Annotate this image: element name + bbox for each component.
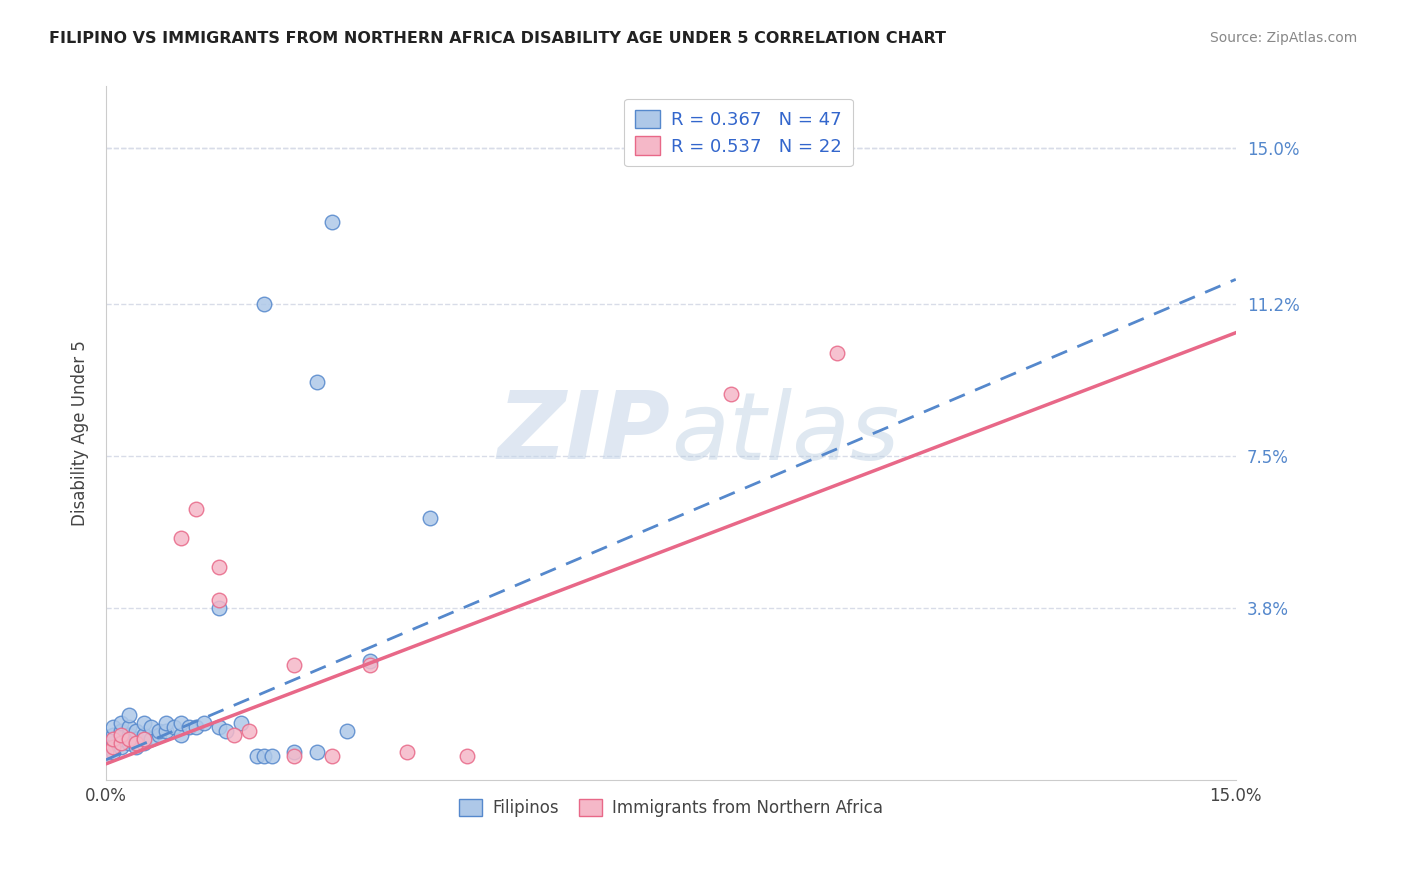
Point xyxy=(253,297,276,311)
Point xyxy=(222,728,245,742)
Point xyxy=(103,728,125,742)
Text: FILIPINO VS IMMIGRANTS FROM NORTHERN AFRICA DISABILITY AGE UNDER 5 CORRELATION C: FILIPINO VS IMMIGRANTS FROM NORTHERN AFR… xyxy=(49,31,946,46)
Point xyxy=(238,724,260,739)
Point xyxy=(103,745,125,759)
Point xyxy=(155,715,177,730)
Point xyxy=(117,720,139,734)
Point xyxy=(419,510,441,524)
Point xyxy=(260,748,283,763)
Point xyxy=(253,748,276,763)
Point xyxy=(359,658,381,673)
Point xyxy=(283,745,305,759)
Point xyxy=(245,748,267,763)
Point xyxy=(186,502,208,516)
Point xyxy=(155,724,177,739)
Point xyxy=(139,720,162,734)
Point xyxy=(148,724,170,739)
Point xyxy=(336,724,359,739)
Point xyxy=(139,732,162,747)
Point xyxy=(125,724,148,739)
Point xyxy=(132,728,155,742)
Point xyxy=(321,215,343,229)
Point xyxy=(103,732,125,747)
Point xyxy=(132,715,155,730)
Point xyxy=(110,740,132,755)
Legend: Filipinos, Immigrants from Northern Africa: Filipinos, Immigrants from Northern Afri… xyxy=(451,792,890,824)
Point xyxy=(94,745,117,759)
Text: Source: ZipAtlas.com: Source: ZipAtlas.com xyxy=(1209,31,1357,45)
Point xyxy=(170,715,193,730)
Point xyxy=(110,724,132,739)
Text: ZIP: ZIP xyxy=(498,387,671,479)
Point xyxy=(825,346,848,360)
Point xyxy=(117,732,139,747)
Point xyxy=(283,748,305,763)
Point xyxy=(110,715,132,730)
Point xyxy=(125,736,148,750)
Point xyxy=(110,732,132,747)
Point xyxy=(103,736,125,750)
Point xyxy=(396,745,419,759)
Point xyxy=(208,559,231,574)
Y-axis label: Disability Age Under 5: Disability Age Under 5 xyxy=(72,341,89,526)
Point xyxy=(117,707,139,722)
Point xyxy=(231,715,253,730)
Point xyxy=(170,531,193,545)
Text: atlas: atlas xyxy=(671,388,898,479)
Point xyxy=(208,600,231,615)
Point xyxy=(163,720,186,734)
Point xyxy=(132,736,155,750)
Point xyxy=(305,745,328,759)
Point xyxy=(208,720,231,734)
Point xyxy=(283,658,305,673)
Point xyxy=(103,720,125,734)
Point xyxy=(125,740,148,755)
Point xyxy=(110,728,132,742)
Point xyxy=(208,592,231,607)
Point xyxy=(170,728,193,742)
Point xyxy=(132,732,155,747)
Point xyxy=(94,740,117,755)
Point xyxy=(103,740,125,755)
Point xyxy=(720,387,742,401)
Point xyxy=(305,375,328,389)
Point xyxy=(94,748,117,763)
Point xyxy=(110,736,132,750)
Point xyxy=(456,748,478,763)
Point xyxy=(215,724,238,739)
Point xyxy=(125,732,148,747)
Point xyxy=(117,736,139,750)
Point xyxy=(321,748,343,763)
Point xyxy=(148,728,170,742)
Point xyxy=(117,728,139,742)
Point xyxy=(186,720,208,734)
Point xyxy=(193,715,215,730)
Point xyxy=(359,654,381,668)
Point xyxy=(177,720,200,734)
